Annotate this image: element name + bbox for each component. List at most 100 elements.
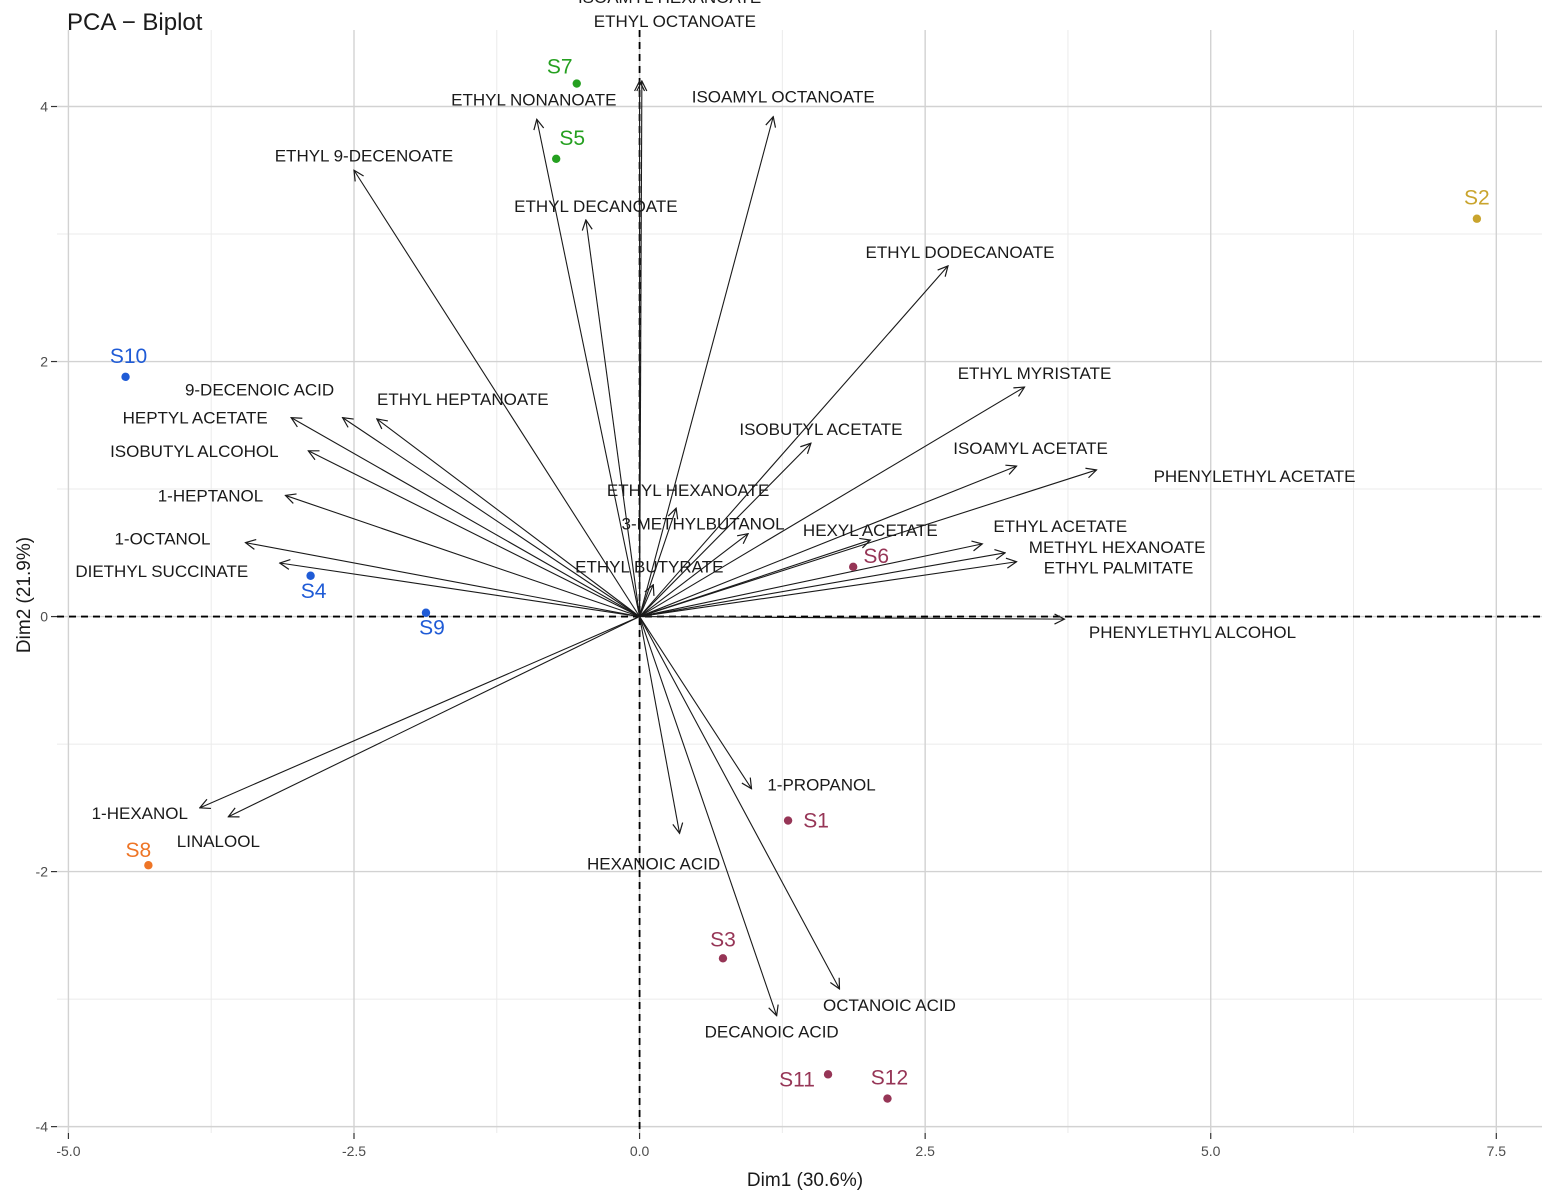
x-tick-label: 7.5	[1487, 1143, 1507, 1159]
point-label-s10: S10	[110, 345, 147, 368]
arrow-1-propanol	[639, 616, 752, 789]
arrow-hexanoic-acid	[639, 616, 680, 834]
variable-label-hexanoic-acid: HEXANOIC ACID	[587, 854, 720, 873]
variable-labels: ISOAMYL HEXANOATE ETHYL OCTANOATE ETHYL NO…	[75, 0, 1355, 1042]
arrow-hexyl-acetate	[639, 540, 871, 618]
x-tick-label: 0.0	[630, 1143, 650, 1159]
arrow-isobutyl-acetate	[639, 443, 811, 617]
y-tick-label: -4	[36, 1119, 49, 1135]
variable-label-octanoic-acid: OCTANOIC ACID	[823, 996, 956, 1015]
variable-label-isoamyl-acetate: ISOAMYL ACETATE	[953, 439, 1108, 458]
point-label-s4: S4	[301, 580, 327, 603]
axes: -5.0 -2.5 0.0 2.5 5.0 7.5 -4 -2 0 2 4	[36, 99, 1507, 1159]
arrow-decanoic-acid	[639, 616, 777, 1016]
variable-label-linalool: LINALOOL	[177, 832, 260, 851]
variable-label-hexyl-acetate: HEXYL ACETATE	[803, 521, 938, 540]
y-tick-label: -2	[36, 864, 49, 880]
individual-points	[121, 79, 1482, 1103]
point-s3	[718, 954, 728, 963]
arrow-ethyl-butyrate	[639, 585, 654, 617]
y-tick-label: 4	[40, 99, 48, 115]
arrow-heptyl-acetate	[291, 418, 640, 618]
variable-label-1-octanol: 1-OCTANOL	[114, 530, 210, 549]
arrow-phenylethyl-alcohol	[639, 617, 1065, 620]
variable-label-methyl-hexanoate: METHYL HEXANOATE	[1029, 538, 1206, 557]
chart-title: PCA − Biplot	[67, 9, 203, 36]
point-label-s1: S1	[803, 810, 829, 833]
arrow-octanoic-acid	[639, 616, 840, 989]
arrow-ethyl-octanoate	[640, 81, 642, 617]
variable-label-phenylethyl-alcohol: PHENYLETHYL ALCOHOL	[1089, 623, 1296, 642]
point-s9	[421, 608, 431, 617]
point-label-s7: S7	[547, 56, 573, 79]
arrow-diethyl-succinate	[280, 563, 640, 618]
variable-label-heptyl-acetate: HEPTYL ACETATE	[123, 409, 268, 428]
point-s11	[823, 1070, 833, 1079]
point-s2	[1472, 214, 1482, 223]
variable-label-1-heptanol: 1-HEPTANOL	[158, 486, 264, 505]
variable-label-ethyl-octanoate: ETHYL OCTANOATE	[594, 12, 756, 31]
variable-label-ethyl-decanoate: ETHYL DECANOATE	[514, 197, 677, 216]
point-s10	[121, 372, 130, 382]
point-s4	[306, 571, 315, 580]
point-s7	[572, 79, 581, 88]
arrow-9-decenoic-acid	[343, 418, 640, 618]
variable-label-ethyl-hexanoate: ETHYL HEXANOATE	[607, 481, 769, 500]
point-s12	[883, 1094, 892, 1103]
arrow-ethyl-heptanoate	[377, 419, 640, 618]
individual-labels: S1 S2 S3 S4 S5 S6 S7 S8 S9 S10 S11 S12	[110, 56, 1490, 1092]
variable-label-ethyl-nonanoate: ETHYL NONANOATE	[451, 90, 616, 109]
variable-label-9-decenoic-acid: 9-DECENOIC ACID	[185, 381, 334, 400]
point-label-s3: S3	[710, 928, 736, 951]
arrow-isobutyl-alcohol	[308, 451, 640, 618]
variable-label-isobutyl-acetate: ISOBUTYL ACETATE	[739, 420, 902, 439]
point-label-s6: S6	[863, 545, 889, 568]
variable-label-isoamyl-hexanoate: ISOAMYL HEXANOATE	[578, 0, 761, 7]
arrow-ethyl-dodecanoate	[639, 266, 948, 617]
point-s8	[144, 861, 153, 870]
arrow-ethyl-myristate	[639, 387, 1025, 618]
point-label-s9: S9	[419, 617, 445, 640]
variable-label-isobutyl-alcohol: ISOBUTYL ALCOHOL	[110, 442, 278, 461]
point-s1	[783, 816, 793, 825]
arrow-isoamyl-acetate	[639, 466, 1017, 618]
x-tick-label: -2.5	[342, 1143, 366, 1159]
arrow-linalool	[228, 616, 640, 817]
x-tick-label: -5.0	[56, 1143, 80, 1159]
variable-label-diethyl-succinate: DIETHYL SUCCINATE	[75, 562, 248, 581]
arrow-ethyl-decanoate	[586, 220, 641, 617]
x-axis-title: Dim1 (30.6%)	[747, 1170, 863, 1191]
point-label-s11: S11	[779, 1068, 815, 1091]
variable-label-ethyl-butyrate: ETHYL BUTYRATE	[575, 558, 723, 577]
arrow-ethyl-hexanoate	[639, 508, 677, 617]
arrow-1-octanol	[245, 543, 640, 618]
arrow-ethyl-nonanoate	[537, 119, 641, 617]
arrow-ethyl-acetate	[639, 544, 983, 618]
variable-label-ethyl-heptanoate: ETHYL HEPTANOATE	[377, 390, 549, 409]
variable-label-ethyl-palmitate: ETHYL PALMITATE	[1044, 559, 1194, 578]
variable-label-phenylethyl-acetate: PHENYLETHYL ACETATE	[1154, 467, 1356, 486]
point-label-s2: S2	[1464, 187, 1490, 210]
variable-label-1-hexanol: 1-HEXANOL	[92, 804, 188, 823]
variable-label-ethyl-acetate: ETHYL ACETATE	[993, 517, 1127, 536]
variable-label-ethyl-9-decenoate: ETHYL 9-DECENOATE	[275, 146, 454, 165]
arrow-ethyl-palmitate	[639, 562, 1017, 618]
point-s5	[551, 154, 561, 163]
arrow-3-methylbutanol	[639, 534, 749, 618]
x-tick-label: 2.5	[915, 1143, 935, 1159]
point-s6	[848, 562, 858, 572]
variable-label-decanoic-acid: DECANOIC ACID	[705, 1023, 839, 1042]
variable-label-3-methylbutanol: 3-METHYLBUTANOL	[622, 515, 785, 534]
arrow-ethyl-9-decenoate	[354, 170, 641, 617]
point-label-s12: S12	[871, 1067, 908, 1090]
y-tick-label: 2	[40, 354, 48, 370]
y-axis-title: Dim2 (21.9%)	[14, 537, 35, 653]
minor-grid	[57, 30, 1542, 1133]
arrow-methyl-hexanoate	[639, 553, 1006, 618]
y-tick-label: 0	[40, 609, 48, 625]
variable-label-ethyl-myristate: ETHYL MYRISTATE	[958, 364, 1112, 383]
variable-label-1-propanol: 1-PROPANOL	[767, 776, 875, 795]
arrow-isoamyl-octanoate	[639, 117, 774, 617]
